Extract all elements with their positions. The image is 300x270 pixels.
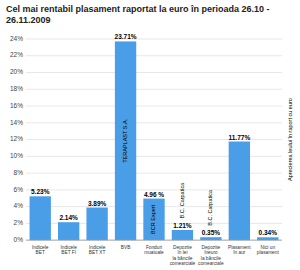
x-tick-label-line: BVB <box>121 245 131 250</box>
data-label: 4.96 % <box>144 191 164 198</box>
x-tick-label: Depoziteîn leila băncilecomearciale <box>170 245 196 266</box>
y-tick-label: 14% <box>10 119 23 126</box>
x-tick-label-line: comearciale <box>198 261 224 266</box>
grid-line <box>26 39 282 40</box>
side-annotation: Aprecierea leului în raport cu euro <box>287 98 293 181</box>
data-label: 3.89% <box>88 200 107 207</box>
y-tick-label: 4% <box>14 202 24 209</box>
x-tick-label-line: Depozite <box>202 245 221 250</box>
title-line: Cel mai rentabil plasament raportat la e… <box>6 4 270 14</box>
x-tick-label-line: Nici un <box>261 245 276 250</box>
title-line: 26.11.2009 <box>6 15 51 25</box>
x-tick-label: BVB <box>121 245 131 250</box>
grid <box>26 39 282 240</box>
y-tick-label: 2% <box>14 219 24 226</box>
x-tick-label-line: Indicele <box>89 245 106 250</box>
chart: Cel mai rentabil plasament raportat la e… <box>0 0 300 270</box>
grid-line <box>26 122 282 123</box>
bar <box>200 237 221 240</box>
bar-annotation: B.C. Carpatica <box>207 189 213 226</box>
y-tick-label: 16% <box>10 102 23 109</box>
x-tick-label-line: la băncile <box>201 256 221 261</box>
data-label: 0.34% <box>259 229 278 236</box>
x-tick-label-line: Indicele <box>60 245 77 250</box>
title: Cel mai rentabil plasament raportat la e… <box>6 4 270 25</box>
y-tick-label: 18% <box>10 85 23 92</box>
y-tick-label: 12% <box>10 135 23 142</box>
x-tick-label: Depoziteîneurola băncilecomearciale <box>198 245 224 266</box>
data-label: 2.14% <box>59 214 78 221</box>
bar <box>115 41 136 240</box>
bar <box>86 208 107 241</box>
bar <box>143 199 164 241</box>
x-tick-label-line: îneuro <box>203 250 218 255</box>
x-tick-label-line: muatuale <box>144 250 164 255</box>
y-tick-label: 22% <box>10 51 23 58</box>
y-tick-label: 20% <box>10 68 23 75</box>
y-tick-label: 0% <box>14 236 24 243</box>
x-tick-label: Nici unplasament <box>257 245 280 255</box>
x-tick-label-line: plasament <box>257 250 280 255</box>
x-tick-label-line: Indicele <box>32 245 49 250</box>
grid-line <box>26 89 282 90</box>
data-label: 5.23% <box>31 188 50 195</box>
y-tick-label: 6% <box>14 186 24 193</box>
y-tick-label: 24% <box>10 35 23 42</box>
bar <box>229 142 250 241</box>
x-tick-label-line: Fonduri <box>146 245 162 250</box>
grid-line <box>26 106 282 107</box>
x-tick-label: IndiceleBET FI <box>60 245 77 255</box>
x-tick-label-line: BET FI <box>61 250 76 255</box>
data-label: 11.77% <box>228 134 250 141</box>
x-tick-label-line: Plasament <box>228 245 251 250</box>
x-axis <box>26 240 282 241</box>
data-label: 1.21% <box>173 222 192 229</box>
bar-annotation: TERAPLAST S.A. <box>122 118 128 162</box>
x-tick-label: IndiceleBET <box>32 245 49 255</box>
bar <box>30 196 51 240</box>
x-tick-label: Fondurimuatuale <box>144 245 164 255</box>
bar-annotation: BCR Expert <box>150 204 156 234</box>
grid-line <box>26 55 282 56</box>
x-tick-label-line: comearciale <box>170 261 196 266</box>
grid-line <box>26 240 282 241</box>
y-tick-label: 10% <box>10 152 23 159</box>
x-tick-label: Plasamentîn aur <box>228 245 251 255</box>
y-tick-label: 8% <box>14 169 24 176</box>
x-tick-label-line: BET XT <box>89 250 106 255</box>
x-tick-label-line: BET <box>36 250 45 255</box>
x-tick-label-line: în lei <box>176 250 187 255</box>
x-tick-label-line: la băncile <box>172 256 192 261</box>
x-tick-label-line: în aur <box>232 250 246 255</box>
x-tick-label: IndiceleBET XT <box>89 245 106 255</box>
bar <box>58 222 79 240</box>
grid-line <box>26 72 282 73</box>
bar <box>172 230 193 240</box>
data-label: 0.35% <box>202 229 221 236</box>
bar <box>257 237 278 240</box>
x-tick-label-line: Depozite <box>173 245 192 250</box>
bar-annotation: B.C. Carpatica <box>179 182 185 219</box>
data-label: 23.71% <box>115 33 137 40</box>
